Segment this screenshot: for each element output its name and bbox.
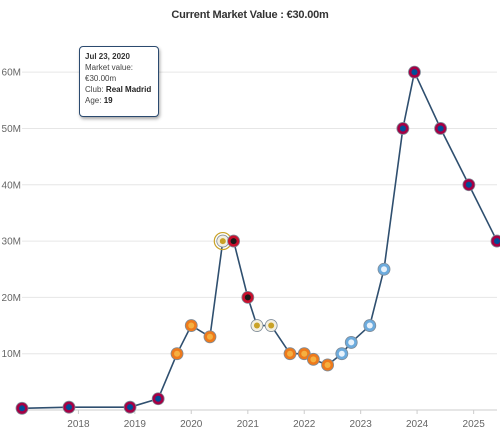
data-point-crest[interactable]	[408, 65, 421, 79]
y-tick-label: 30M	[2, 237, 21, 248]
data-point-crest[interactable]	[170, 347, 184, 361]
y-tick-label: 60M	[2, 68, 21, 79]
data-point-crest[interactable]	[241, 290, 255, 304]
data-point-crest[interactable]	[462, 178, 476, 192]
data-point-crest[interactable]	[264, 319, 278, 332]
tooltip-age-value: 19	[103, 96, 113, 105]
data-point-crest[interactable]	[203, 330, 217, 344]
tooltip-date: Jul 23, 2020	[85, 52, 130, 61]
data-point-crest[interactable]	[15, 401, 29, 415]
data-point-crest[interactable]	[250, 319, 264, 332]
y-tick-label: 50M	[2, 124, 21, 135]
chart-title: Current Market Value : €30.00m	[171, 9, 329, 21]
y-tick-label: 10M	[2, 349, 21, 360]
tooltip-market-value-label: Market value:	[85, 63, 134, 72]
y-tick-label: 20M	[2, 293, 21, 304]
x-tick-label: 2022	[293, 419, 316, 430]
tooltip-age: Age: 19	[85, 95, 153, 106]
x-tick-label: 2018	[67, 419, 90, 430]
data-point-crest[interactable]	[306, 352, 320, 366]
x-tick-label: 2020	[180, 419, 203, 430]
tooltip-club-label: Club:	[85, 85, 104, 94]
axis-labels: 10M 20M 30M 40M 50M 60M 2018 2019 2020 2021 2022 20…	[2, 68, 486, 430]
data-point-crest[interactable]	[321, 358, 334, 372]
market-value-line	[21, 71, 498, 410]
x-tick-label: 2024	[406, 419, 429, 430]
grid-lines	[22, 71, 497, 414]
data-point-crest[interactable]	[396, 122, 410, 135]
data-point-crest[interactable]	[434, 122, 447, 135]
value-tooltip: Jul 23, 2020 Market value: €30.00m Club:…	[79, 46, 159, 117]
data-point-crest[interactable]	[335, 347, 349, 361]
data-point-crest[interactable]	[363, 319, 377, 332]
tooltip-club-name: Real Madrid	[105, 85, 152, 94]
data-point-crest[interactable]	[123, 400, 137, 414]
data-point-crest[interactable]	[344, 336, 358, 349]
x-tick-label: 2023	[350, 419, 373, 430]
data-point-crest[interactable]	[297, 347, 311, 361]
tooltip-club: Club: Real Madrid	[85, 84, 153, 95]
data-point-crest[interactable]	[184, 319, 198, 332]
y-tick-label: 40M	[2, 180, 21, 191]
data-points	[15, 65, 500, 415]
series-line	[21, 71, 498, 410]
tooltip-market-value: Market value: €30.00m	[85, 62, 153, 84]
data-point-crest[interactable]	[62, 400, 76, 414]
tooltip-age-label: Age:	[85, 96, 102, 105]
x-tick-label: 2025	[463, 419, 486, 430]
data-point-crest[interactable]	[490, 234, 500, 248]
x-tick-label: 2021	[237, 419, 260, 430]
data-point-crest[interactable]	[283, 347, 297, 361]
data-point-crest[interactable]	[227, 234, 241, 248]
x-tick-label: 2019	[124, 419, 147, 430]
data-point-crest[interactable]	[377, 262, 391, 276]
data-point-crest[interactable]	[151, 392, 165, 406]
tooltip-market-value-amount: €30.00m	[85, 74, 117, 83]
